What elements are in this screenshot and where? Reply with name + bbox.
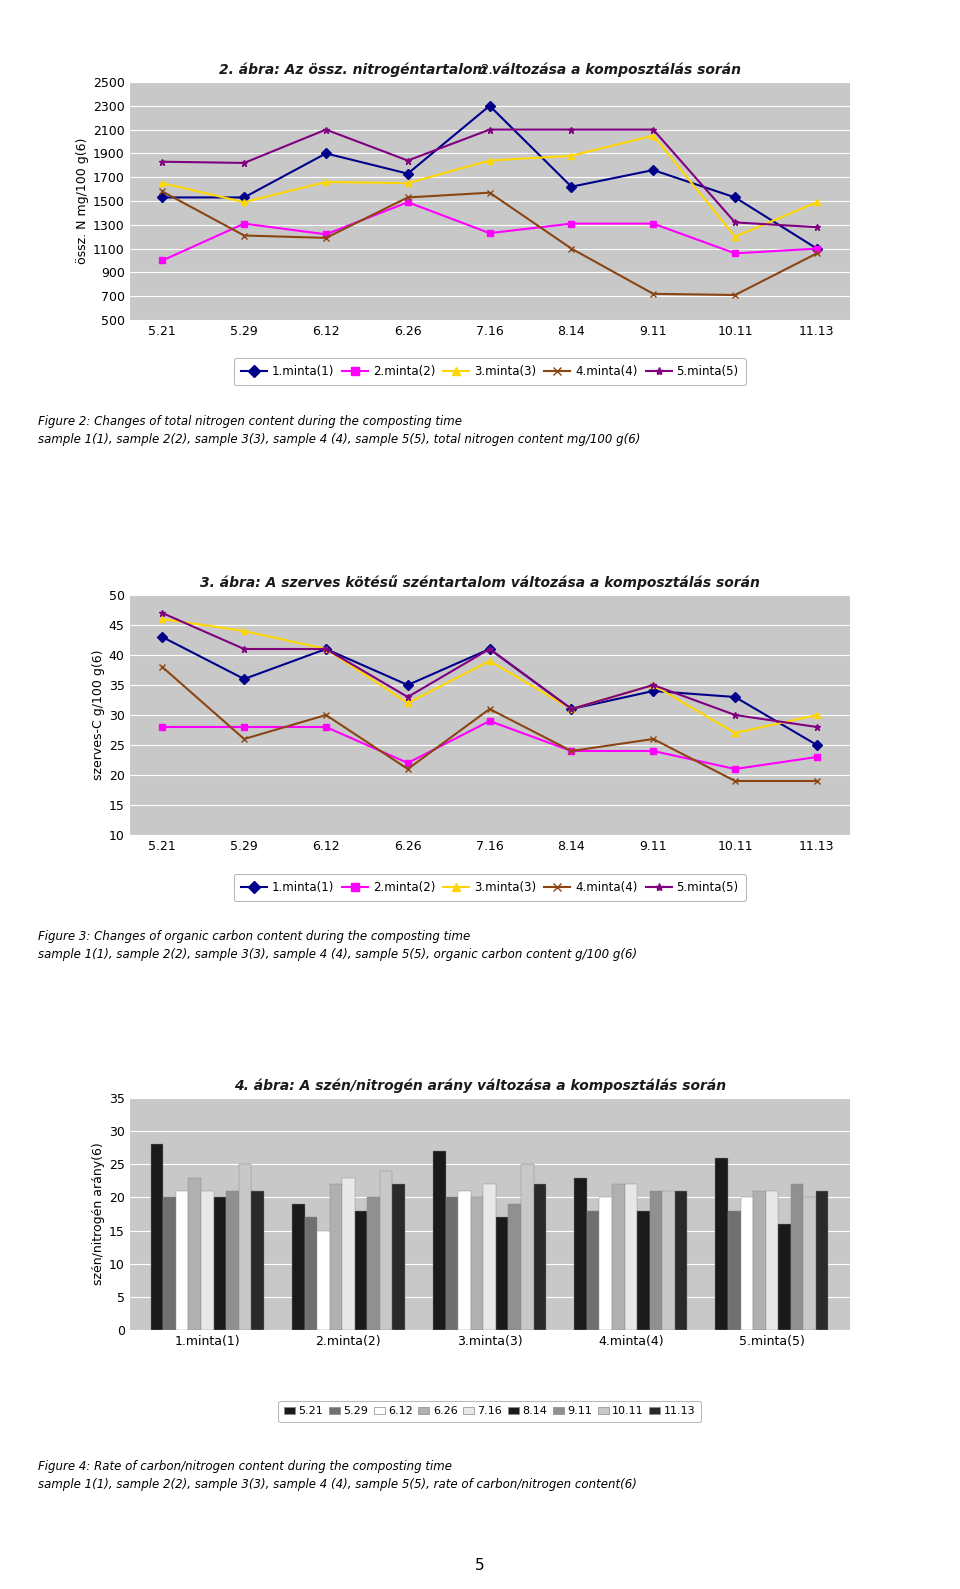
Y-axis label: szerves-C g/100 g(6): szerves-C g/100 g(6) [91,650,105,780]
Text: Figure 3: Changes of organic carbon content during the composting time: Figure 3: Changes of organic carbon cont… [38,930,470,942]
Y-axis label: szén/nitrogén arány(6): szén/nitrogén arány(6) [92,1142,105,1286]
Bar [625,1184,637,1330]
Bar [637,1211,650,1330]
Bar [151,1144,163,1330]
Bar [483,1184,496,1330]
Bar [754,1190,766,1330]
Bar [304,1217,317,1330]
Bar [779,1224,791,1330]
Text: 2.: 2. [480,64,497,76]
Bar [740,1198,754,1330]
Bar [509,1204,521,1330]
Y-axis label: össz. N mg/100 g(6): össz. N mg/100 g(6) [76,138,88,264]
Bar [176,1190,188,1330]
Text: Figure 2: Changes of total nitrogen content during the composting time: Figure 2: Changes of total nitrogen cont… [38,415,463,427]
Bar [470,1198,483,1330]
Bar [252,1190,264,1330]
Legend: 1.minta(1), 2.minta(2), 3.minta(3), 4.minta(4), 5.minta(5): 1.minta(1), 2.minta(2), 3.minta(3), 4.mi… [233,874,746,901]
Bar [445,1198,458,1330]
Bar [380,1171,393,1330]
Bar [342,1177,354,1330]
Bar [804,1198,816,1330]
Bar [599,1198,612,1330]
Text: 2. ábra: Az össz. nitrogéntartalom változása a komposztálás során: 2. ábra: Az össz. nitrogéntartalom válto… [219,62,741,76]
Bar [662,1190,675,1330]
Text: sample 1(1), sample 2(2), sample 3(3), sample 4 (4), sample 5(5), rate of carbon: sample 1(1), sample 2(2), sample 3(3), s… [38,1478,637,1490]
Bar [715,1158,728,1330]
Bar [728,1211,740,1330]
Bar [433,1150,445,1330]
Bar [534,1184,546,1330]
Bar [201,1190,213,1330]
Text: Figure 4: Rate of carbon/nitrogen content during the composting time: Figure 4: Rate of carbon/nitrogen conten… [38,1460,452,1473]
Text: sample 1(1), sample 2(2), sample 3(3), sample 4 (4), sample 5(5), total nitrogen: sample 1(1), sample 2(2), sample 3(3), s… [38,432,640,447]
Bar [317,1230,329,1330]
Bar [188,1177,201,1330]
Text: sample 1(1), sample 2(2), sample 3(3), sample 4 (4), sample 5(5), organic carbon: sample 1(1), sample 2(2), sample 3(3), s… [38,949,637,961]
Bar [393,1184,405,1330]
Bar [574,1177,587,1330]
Text: 3. ábra: A szerves kötésű széntartalom változása a komposztálás során: 3. ábra: A szerves kötésű széntartalom v… [200,575,760,590]
Bar [816,1190,828,1330]
Text: 4. ábra: A szén/nitrogén arány változása a komposztálás során: 4. ábra: A szén/nitrogén arány változása… [234,1079,726,1093]
Text: 5: 5 [475,1559,485,1573]
Legend: 5.21, 5.29, 6.12, 6.26, 7.16, 8.14, 9.11, 10.11, 11.13: 5.21, 5.29, 6.12, 6.26, 7.16, 8.14, 9.11… [278,1401,701,1422]
Bar [226,1190,239,1330]
Bar [239,1165,252,1330]
Bar [329,1184,342,1330]
Bar [650,1190,662,1330]
Bar [292,1204,304,1330]
Bar [354,1211,368,1330]
Bar [163,1198,176,1330]
Bar [612,1184,625,1330]
Bar [521,1165,534,1330]
Legend: 1.minta(1), 2.minta(2), 3.minta(3), 4.minta(4), 5.minta(5): 1.minta(1), 2.minta(2), 3.minta(3), 4.mi… [233,359,746,386]
Bar [791,1184,804,1330]
Bar [458,1190,470,1330]
Bar [496,1217,509,1330]
Bar [213,1198,226,1330]
Bar [766,1190,779,1330]
Bar [587,1211,599,1330]
Bar [368,1198,380,1330]
Bar [675,1190,687,1330]
